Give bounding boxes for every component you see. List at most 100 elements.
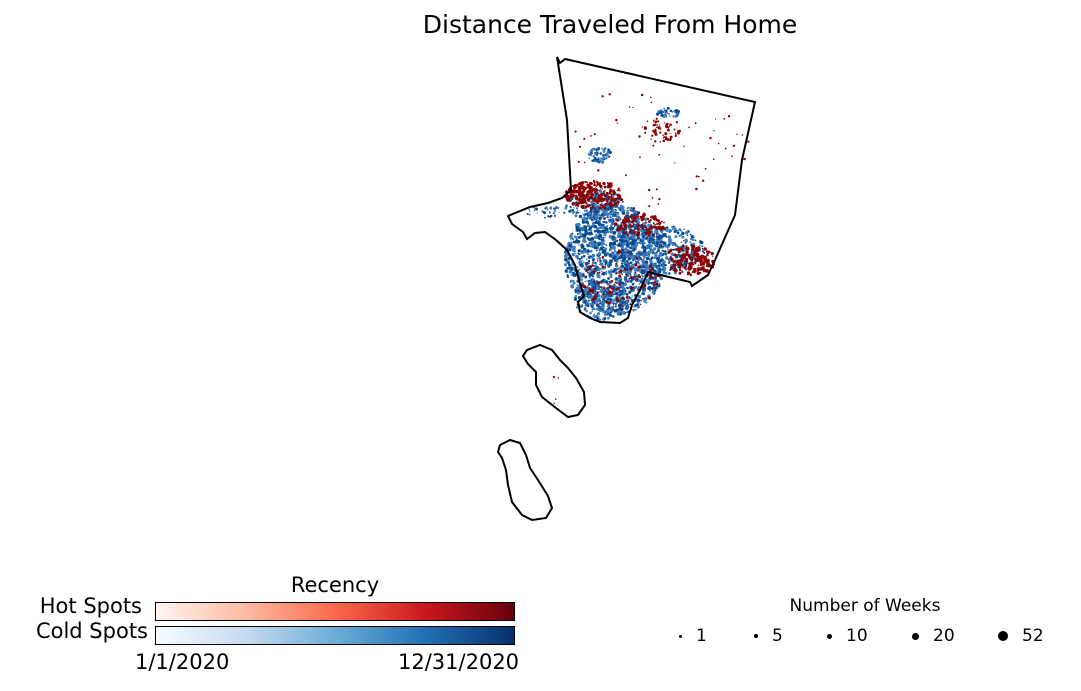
spot-dot (619, 269, 623, 274)
spot-dot (628, 297, 630, 300)
spot-dot (667, 250, 671, 254)
spot-dot (592, 263, 595, 265)
spot-dot (602, 236, 605, 239)
spot-dot (663, 221, 665, 224)
spot-dot (586, 280, 588, 282)
spot-dot (582, 254, 586, 258)
spot-dot (659, 227, 661, 229)
spot-dot (651, 267, 655, 271)
spot-dot (553, 209, 556, 213)
spot-dot (589, 195, 593, 199)
spot-dot (583, 285, 587, 289)
spot-dot (587, 152, 591, 156)
spot-dot (593, 295, 596, 298)
spot-dot (595, 295, 598, 298)
spot-dot (567, 241, 571, 244)
spot-dot (619, 189, 621, 192)
spot-dot (662, 134, 664, 136)
spot-dot (700, 267, 703, 269)
spot-dot (588, 189, 591, 192)
spot-dot (593, 133, 596, 136)
spot-dot (603, 151, 606, 153)
spot-dot (680, 241, 683, 244)
spot-dot (659, 140, 662, 143)
spot-dot (649, 273, 653, 277)
spot-dot (661, 249, 664, 252)
spot-dot (634, 271, 637, 274)
spot-dot (583, 189, 586, 192)
spot-dot (724, 147, 727, 150)
spot-dot (655, 117, 658, 120)
spot-dot (576, 200, 578, 202)
spot-dot (640, 266, 642, 269)
spot-dot (570, 274, 572, 277)
spot-dot (633, 306, 635, 308)
spot-dot (683, 228, 685, 230)
spot-dot (580, 199, 583, 202)
spot-dot (584, 262, 588, 266)
spot-dot (592, 159, 596, 162)
spot-dot (599, 230, 602, 233)
spot-dot (687, 254, 691, 258)
spot-dot (612, 298, 616, 302)
spot-dot (712, 255, 714, 257)
spot-dot (665, 256, 669, 259)
spot-dot (617, 232, 622, 236)
spot-dot (621, 227, 625, 231)
spot-dot (576, 291, 579, 293)
spot-dot (657, 225, 660, 228)
spot-dot (585, 309, 588, 313)
spot-dot (666, 137, 669, 141)
spot-dot (606, 305, 609, 308)
spot-dot (628, 231, 632, 234)
spot-dot (669, 244, 671, 246)
spot-dot (601, 205, 605, 208)
spot-dot (608, 93, 611, 96)
spot-dot (582, 199, 587, 204)
spot-dot (577, 189, 582, 193)
spot-dot (570, 247, 573, 250)
spot-dot (668, 231, 671, 234)
spot-dot (614, 225, 616, 227)
spot-dot (692, 263, 695, 266)
spot-dot (597, 267, 601, 272)
spot-dot (596, 274, 601, 279)
spot-dot (696, 271, 701, 275)
spot-dot (654, 252, 657, 255)
spot-dot (691, 238, 695, 242)
spot-dot (606, 182, 609, 184)
spot-dot (578, 244, 580, 246)
spot-dot (576, 266, 579, 268)
spot-dot (583, 288, 588, 292)
spot-dot (662, 227, 665, 230)
spot-dot (665, 228, 669, 233)
spot-dot (676, 231, 680, 235)
spot-dot (625, 230, 628, 233)
spot-dot (653, 284, 656, 287)
spot-dot (587, 299, 590, 302)
spot-dot (636, 215, 640, 218)
spot-dot (643, 217, 645, 219)
spot-dot (589, 311, 592, 315)
spot-dot (655, 256, 660, 261)
spot-dot (629, 215, 633, 219)
spot-dot (696, 259, 699, 263)
spot-dot (586, 223, 590, 228)
spot-dot (581, 246, 583, 248)
spot-dot (608, 312, 610, 315)
spot-dot (574, 291, 577, 294)
spot-dot (637, 279, 640, 282)
spot-dot (600, 237, 602, 240)
spot-dot (564, 252, 569, 256)
spot-dot (598, 284, 601, 286)
spot-dot (584, 306, 587, 309)
spot-dot (612, 241, 617, 246)
spot-dot (602, 311, 604, 313)
spot-dot (645, 226, 648, 229)
spot-dot (585, 268, 588, 272)
spot-dot (628, 287, 630, 289)
spot-dot (648, 204, 651, 208)
spot-dot (609, 311, 612, 314)
spot-dot (677, 112, 680, 114)
